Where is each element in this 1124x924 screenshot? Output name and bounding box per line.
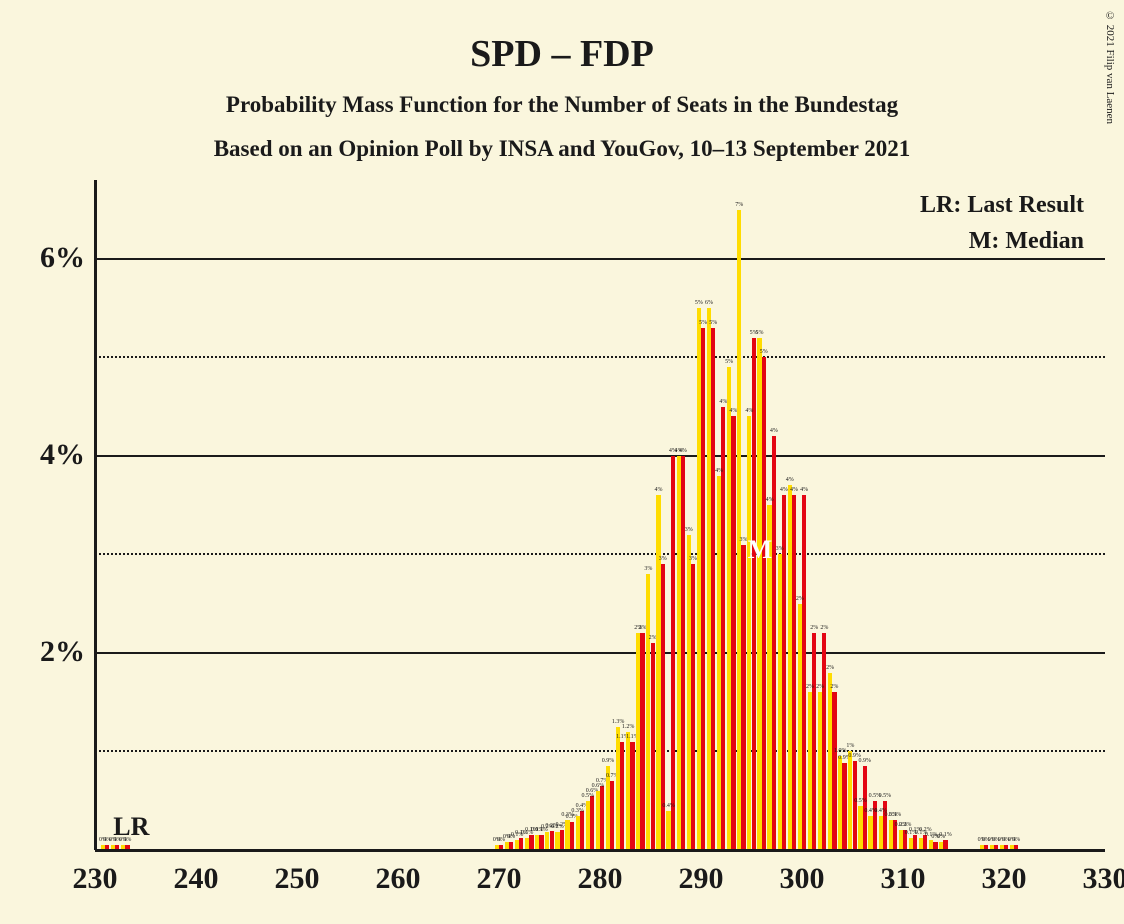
x-axis-label: 310 <box>873 862 933 896</box>
chart-subtitle-2: Based on an Opinion Poll by INSA and You… <box>0 136 1124 162</box>
bar-red <box>640 633 644 850</box>
x-axis-label: 300 <box>772 862 832 896</box>
x-axis-label: 280 <box>570 862 630 896</box>
bar-red <box>792 495 796 850</box>
bar-value-label: 0.3% <box>885 812 905 818</box>
bar-red <box>842 763 846 850</box>
bar-red <box>802 495 806 850</box>
bar-red <box>529 835 533 850</box>
bar-value-label: 4% <box>764 428 784 434</box>
bar-red <box>812 633 816 850</box>
y-axis-label: 6% <box>25 241 85 275</box>
y-axis <box>94 180 97 850</box>
bar-value-label: 5% <box>754 349 774 355</box>
bar-red <box>610 781 614 850</box>
median-marker: M <box>748 535 773 565</box>
bar-value-label: 4% <box>648 487 668 493</box>
x-axis-label: 230 <box>65 862 125 896</box>
bar-red <box>560 830 564 850</box>
bar-value-label: 2% <box>790 596 810 602</box>
bar-value-label: 7% <box>729 202 749 208</box>
bar-red <box>630 742 634 850</box>
gridline-dotted <box>95 750 1105 752</box>
bar-value-label: 2% <box>814 625 834 631</box>
bar-red <box>691 564 695 850</box>
chart-title: SPD – FDP <box>0 32 1124 76</box>
bar-red <box>651 643 655 850</box>
bar-value-label: 4% <box>673 448 693 454</box>
bar-red <box>580 811 584 850</box>
x-axis-label: 260 <box>368 862 428 896</box>
bar-red <box>681 456 685 850</box>
x-axis-label: 270 <box>469 862 529 896</box>
bar-value-label: 0.1% <box>936 832 956 838</box>
bar-red <box>590 796 594 850</box>
bar-red <box>741 545 745 850</box>
bar-red <box>600 786 604 850</box>
bar-value-label: 2% <box>824 684 844 690</box>
plot-area: 2%4%6%0%0%0%0%0%0%0%0%0%0%0.1%0.1%0.1%0.… <box>95 180 1105 850</box>
x-axis-label: 250 <box>267 862 327 896</box>
lr-marker: LR <box>113 812 149 842</box>
bar-value-label: 0% <box>1006 837 1026 843</box>
bar-value-label: 6% <box>699 300 719 306</box>
x-axis-label: 290 <box>671 862 731 896</box>
bar-red <box>671 456 675 850</box>
bar-value-label: 4% <box>760 497 780 503</box>
bar-red <box>832 692 836 850</box>
bar-red <box>701 328 705 850</box>
x-axis-label: 320 <box>974 862 1034 896</box>
y-axis-label: 4% <box>25 438 85 472</box>
x-axis-label: 240 <box>166 862 226 896</box>
bar-value-label: 5% <box>703 320 723 326</box>
gridline-solid <box>95 455 1105 457</box>
bar-value-label: 0.9% <box>855 758 875 764</box>
bar-value-label: 4% <box>780 477 800 483</box>
bar-red <box>711 328 715 850</box>
x-axis-label: 330 <box>1075 862 1124 896</box>
bar-red <box>731 416 735 850</box>
gridline-dotted <box>95 356 1105 358</box>
bar-value-label: 2% <box>820 665 840 671</box>
bar-value-label: 5% <box>749 330 769 336</box>
gridline-dotted <box>95 553 1105 555</box>
bar-red <box>550 831 554 850</box>
bar-value-label: 0.5% <box>875 793 895 799</box>
bar-red <box>620 742 624 850</box>
x-axis <box>95 849 1105 852</box>
bar-value-label: 1% <box>840 743 860 749</box>
gridline-solid <box>95 258 1105 260</box>
gridline-solid <box>95 652 1105 654</box>
bar-red <box>913 835 917 850</box>
chart-subtitle: Probability Mass Function for the Number… <box>0 92 1124 118</box>
bar-red <box>853 761 857 850</box>
bar-value-label: 4% <box>794 487 814 493</box>
y-axis-label: 2% <box>25 635 85 669</box>
bar-red <box>570 822 574 850</box>
bar-red <box>539 835 543 850</box>
bar-red <box>752 338 756 850</box>
